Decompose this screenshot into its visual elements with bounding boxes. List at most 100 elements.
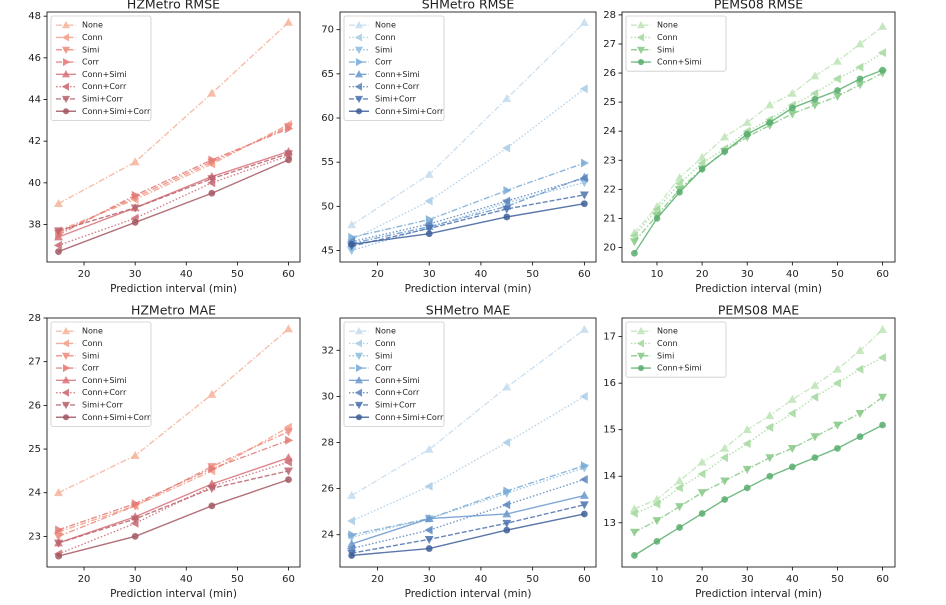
legend-marker xyxy=(636,20,646,29)
y-tick-label: 24 xyxy=(603,126,616,137)
legend-label: Conn xyxy=(657,33,678,42)
series-line xyxy=(634,356,883,515)
marker xyxy=(131,499,140,509)
series-line xyxy=(351,494,585,545)
x-tick-label: 20 xyxy=(371,574,384,585)
axes-frame xyxy=(339,11,597,263)
legend: None Conn Simi Conn+Simi xyxy=(625,15,727,72)
legend-marker xyxy=(355,414,363,421)
legend-marker xyxy=(61,95,71,104)
marker xyxy=(54,488,63,497)
series-line xyxy=(351,513,585,557)
marker xyxy=(834,87,841,94)
marker xyxy=(283,457,292,467)
y-tick-label: 55 xyxy=(321,157,334,168)
marker xyxy=(130,515,140,524)
marker xyxy=(833,56,842,65)
series-line xyxy=(58,457,289,544)
marker xyxy=(697,489,707,498)
x-tick-label: 20 xyxy=(371,269,384,280)
legend: None Conn Simi Corr Conn+Simi Conn+Corr Simi+C… xyxy=(50,321,152,427)
x-axis-label: Prediction interval (min) xyxy=(695,588,822,600)
series-line xyxy=(351,22,585,226)
legend-label: Simi xyxy=(82,45,99,54)
x-axis-label: Prediction interval (min) xyxy=(405,588,532,600)
marker xyxy=(207,389,217,398)
legend: None Conn Simi Corr Conn+Simi Conn+Corr Simi+C… xyxy=(50,15,152,121)
marker xyxy=(855,81,865,90)
marker xyxy=(810,88,819,98)
legend-marker xyxy=(61,388,70,397)
legend-marker xyxy=(354,352,364,360)
axes-frame xyxy=(46,317,301,568)
marker xyxy=(788,463,796,471)
marker xyxy=(424,481,433,491)
marker xyxy=(653,538,661,545)
marker xyxy=(766,472,774,480)
legend-marker xyxy=(354,20,364,29)
marker xyxy=(698,510,706,517)
legend-label: Conn+Simi+Corr xyxy=(82,413,151,422)
x-axis-label: Prediction interval (min) xyxy=(110,588,237,600)
marker xyxy=(55,552,62,560)
legend-label: Corr xyxy=(82,364,100,373)
marker xyxy=(787,408,796,418)
marker xyxy=(629,231,638,241)
legend-label: Conn xyxy=(375,339,396,348)
legend-marker xyxy=(354,46,364,54)
series-line xyxy=(351,176,585,245)
marker xyxy=(720,132,730,141)
legend-label: Simi+Corr xyxy=(375,400,417,409)
marker xyxy=(502,205,512,214)
x-tick-label: 50 xyxy=(526,269,539,280)
legend: None Conn Simi Conn+Simi xyxy=(625,321,727,378)
legend-marker xyxy=(61,401,71,410)
x-tick-label: 60 xyxy=(282,269,295,280)
subplot-title: SHMetro RMSE xyxy=(422,0,515,12)
legend-marker xyxy=(61,326,71,335)
legend-marker xyxy=(61,20,71,29)
marker xyxy=(55,525,64,535)
y-tick-label: 20 xyxy=(603,242,616,253)
subplot: PEMS08 RMSE Prediction interval (min) 10 20… xyxy=(603,0,896,295)
marker xyxy=(652,517,662,526)
y-tick-label: 48 xyxy=(28,11,41,22)
legend-label: Simi xyxy=(375,45,392,54)
marker xyxy=(879,66,886,74)
legend-label: Conn+Simi+Corr xyxy=(82,107,151,116)
y-tick-label: 14 xyxy=(603,471,616,482)
subplot-title: HZMetro RMSE xyxy=(127,0,220,12)
marker xyxy=(697,152,707,161)
legend: None Conn Simi Corr Conn+Simi Conn+Corr Simi+C… xyxy=(343,321,445,427)
y-tick-label: 42 xyxy=(28,136,41,147)
marker xyxy=(877,353,886,363)
series-line xyxy=(58,439,289,531)
marker xyxy=(631,551,638,559)
axes-frame xyxy=(339,317,597,568)
marker xyxy=(502,382,512,391)
x-tick-label: 60 xyxy=(578,269,591,280)
marker xyxy=(54,533,63,542)
legend-label: Simi+Corr xyxy=(375,94,417,103)
marker xyxy=(579,490,589,499)
marker xyxy=(54,232,63,241)
legend-label: Corr xyxy=(375,58,393,67)
axes-frame xyxy=(621,11,896,263)
marker xyxy=(879,421,886,429)
legend-label: Conn+Corr xyxy=(82,82,127,91)
legend-label: Simi xyxy=(657,351,674,360)
marker xyxy=(347,220,357,229)
y-tick-label: 22 xyxy=(603,184,616,195)
x-tick-label: 50 xyxy=(831,269,844,280)
marker xyxy=(208,464,217,474)
marker xyxy=(502,196,511,206)
series-line xyxy=(58,478,289,557)
legend-marker xyxy=(61,46,71,54)
marker xyxy=(503,486,512,496)
marker xyxy=(765,100,775,109)
marker xyxy=(787,394,797,403)
marker xyxy=(697,158,706,168)
legend-marker xyxy=(637,58,645,66)
series-line xyxy=(351,504,585,554)
marker xyxy=(629,509,638,518)
